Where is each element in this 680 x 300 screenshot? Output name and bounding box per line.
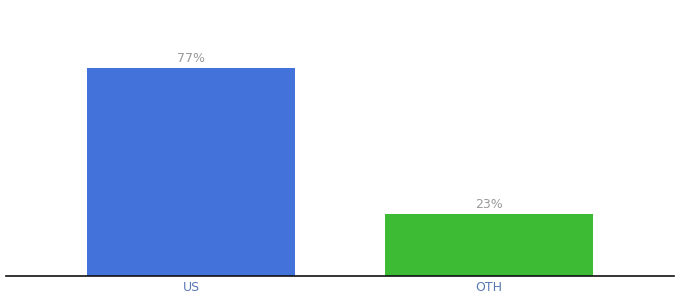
Bar	[87, 68, 295, 276]
Bar	[385, 214, 593, 276]
Text: 77%: 77%	[177, 52, 205, 65]
Text: 23%: 23%	[475, 198, 503, 211]
